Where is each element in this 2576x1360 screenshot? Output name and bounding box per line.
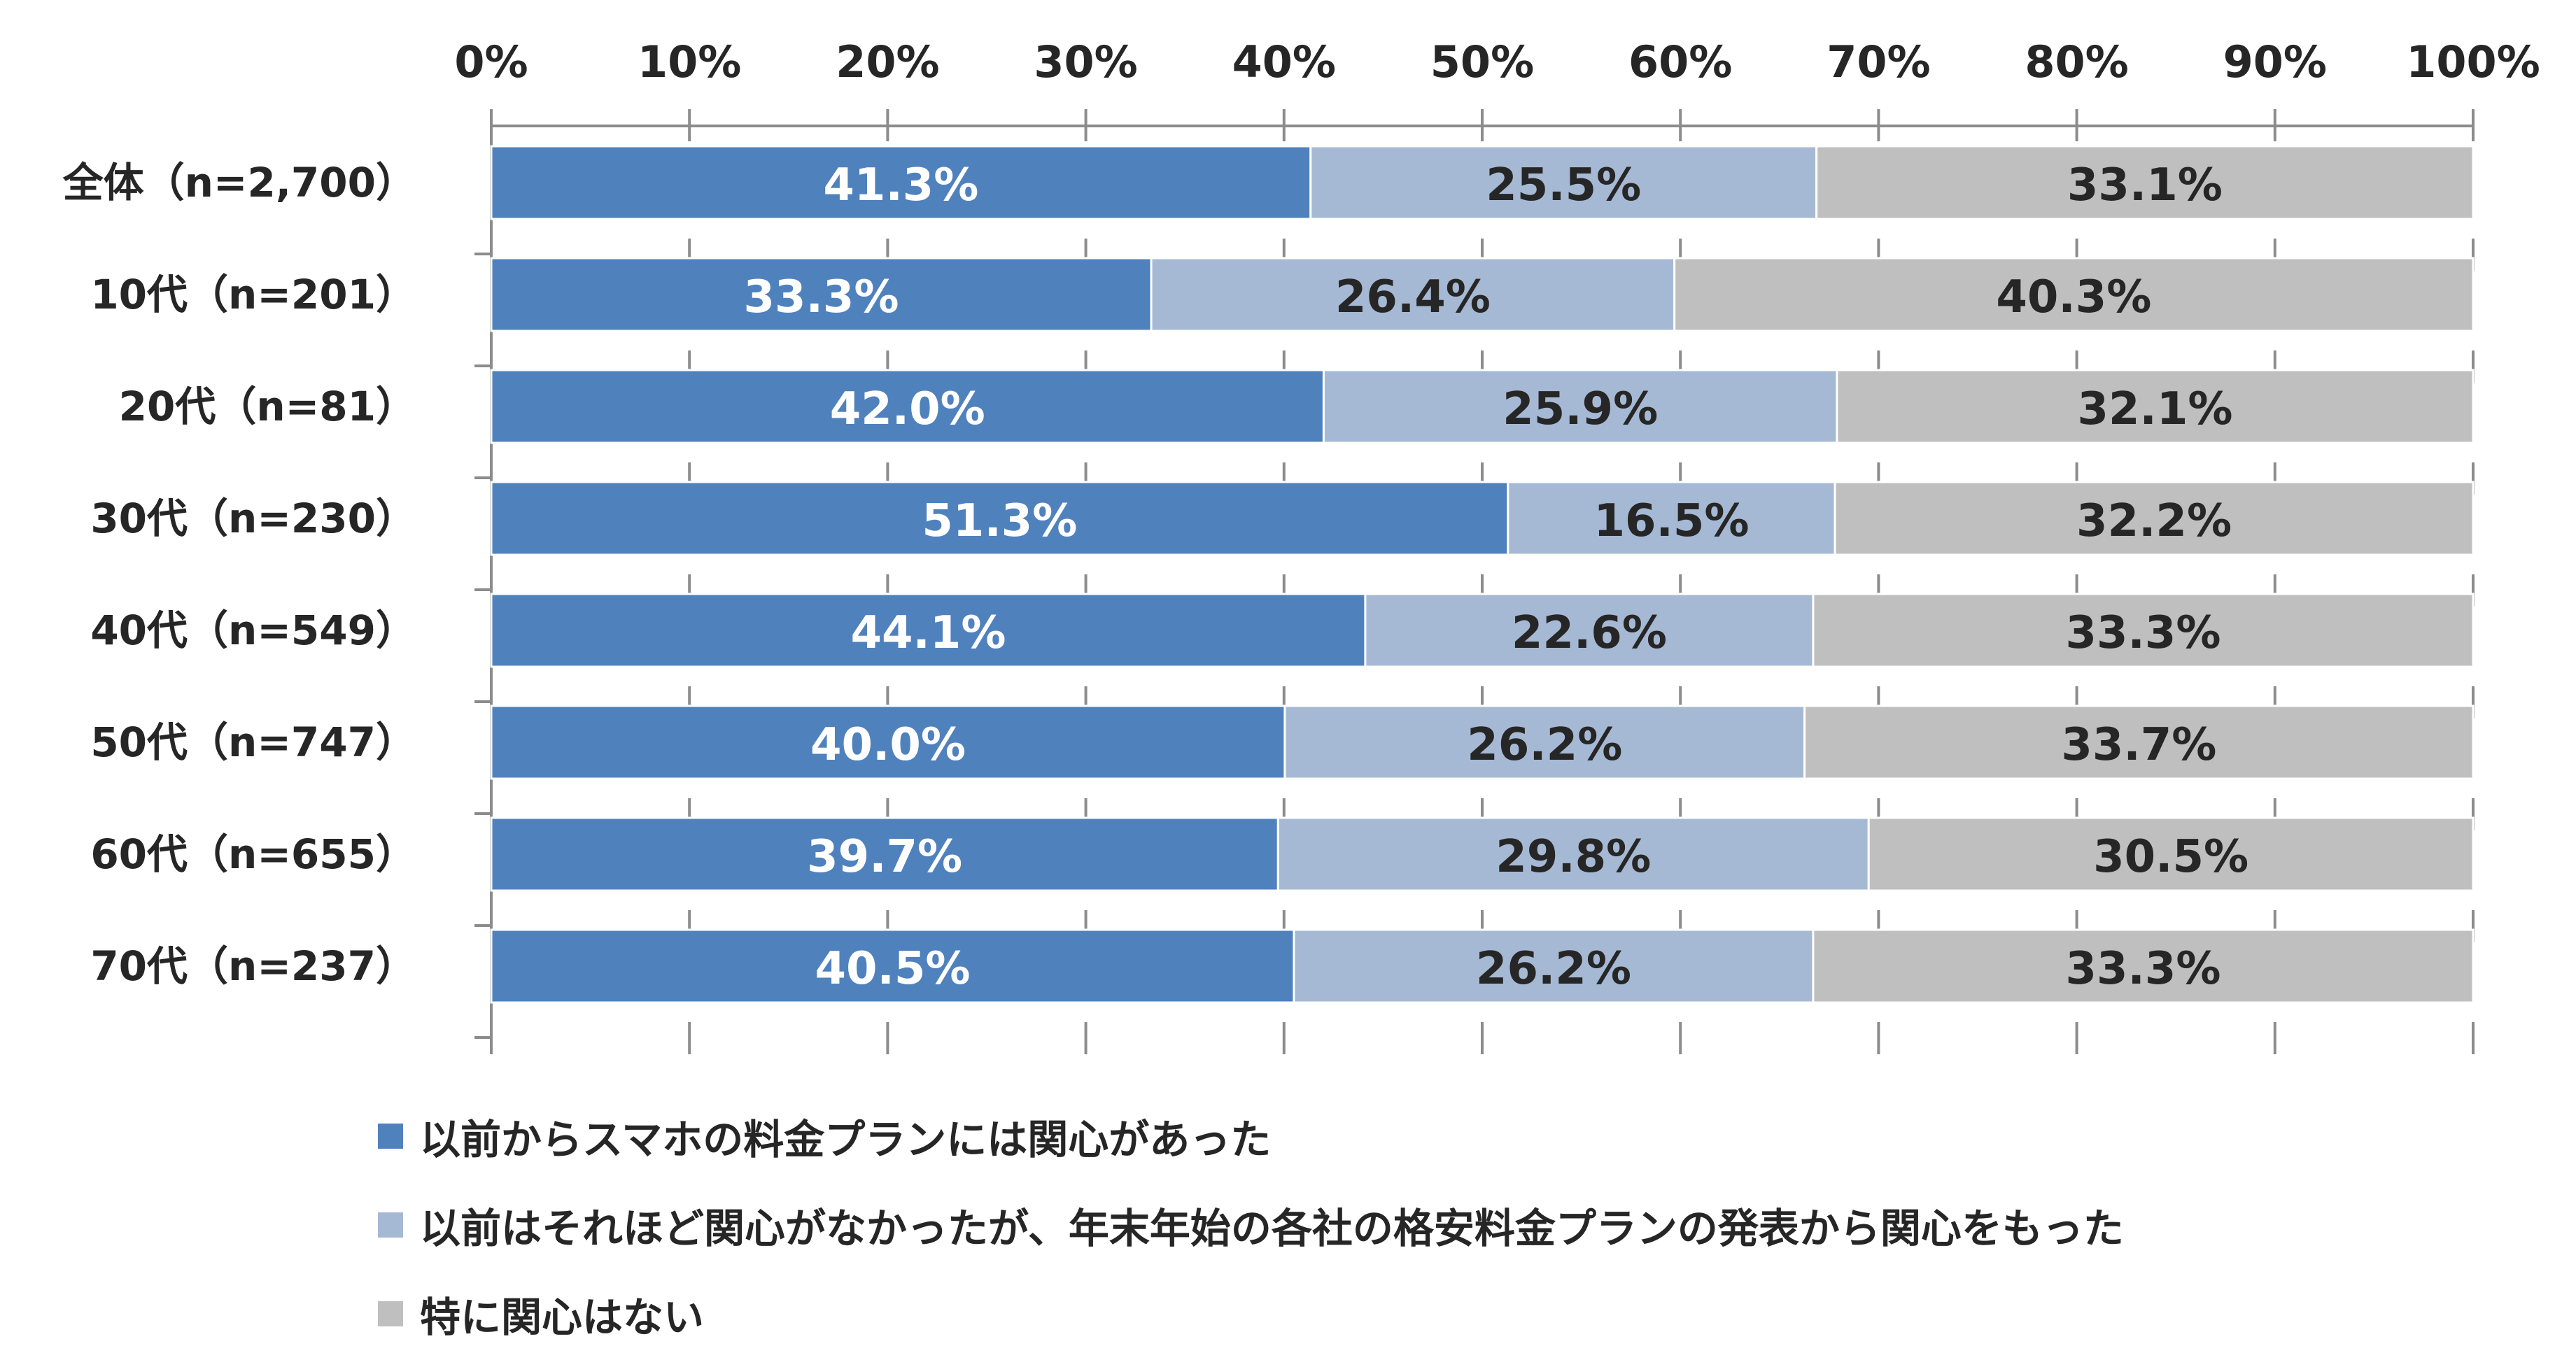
data-label: 39.7% xyxy=(807,831,962,883)
bar-segment xyxy=(490,928,1295,1004)
data-label: 40.0% xyxy=(810,719,966,771)
data-label: 51.3% xyxy=(922,495,1077,547)
legend-item: 以前からスマホの料金プランには関心があった xyxy=(378,1091,2124,1180)
x-tick-label: 50% xyxy=(1430,36,1534,87)
legend-label: 特に関心はない xyxy=(420,1293,705,1341)
bar-segment xyxy=(1812,928,2475,1004)
legend-swatch xyxy=(378,1212,403,1238)
bar-segment xyxy=(1836,369,2475,444)
bar-segment xyxy=(1150,257,1676,332)
data-label: 33.1% xyxy=(2067,160,2223,211)
category-label: 40代（n=549） xyxy=(90,607,416,654)
x-tick-label: 30% xyxy=(1034,36,1137,87)
category-label: 10代（n=201） xyxy=(90,271,416,318)
bar-segment xyxy=(1364,593,1815,668)
bar-segment xyxy=(1867,816,2475,892)
data-label: 40.5% xyxy=(815,943,970,995)
data-label: 26.4% xyxy=(1335,271,1491,323)
data-label: 32.1% xyxy=(2077,383,2232,435)
category-label: 全体（n=2,700） xyxy=(62,159,416,206)
bar-segment xyxy=(490,593,1367,668)
bar-segment xyxy=(1507,481,1836,556)
legend-swatch xyxy=(378,1123,403,1149)
data-label: 40.3% xyxy=(1996,271,2151,323)
legend-label: 以前はそれほど関心がなかったが、年末年始の各社の格安料金プランの発表から関心をも… xyxy=(420,1204,2124,1252)
category-label: 70代（n=237） xyxy=(90,942,416,990)
x-tick-label: 70% xyxy=(1827,36,1930,87)
category-label: 60代（n=655） xyxy=(90,830,416,878)
data-label: 16.5% xyxy=(1593,495,1749,547)
bar-segment xyxy=(1834,481,2475,556)
x-tick-label: 0% xyxy=(454,36,528,87)
bar-segment xyxy=(1322,369,1838,444)
data-label: 26.2% xyxy=(1476,943,1631,995)
bar-segment xyxy=(490,816,1279,892)
x-tick-label: 20% xyxy=(836,36,939,87)
data-label: 44.1% xyxy=(850,607,1006,659)
bar-segment xyxy=(1812,593,2475,668)
x-tick-label: 60% xyxy=(1628,36,1732,87)
bar-segment xyxy=(1309,145,1818,220)
bar-segment xyxy=(1803,704,2475,780)
bar-segment xyxy=(1815,145,2475,220)
data-label: 33.3% xyxy=(2065,607,2220,659)
x-tick-label: 80% xyxy=(2025,36,2128,87)
bar-segment xyxy=(490,369,1325,444)
legend: 以前からスマホの料金プランには関心があった 以前はそれほど関心がなかったが、年末… xyxy=(378,1091,2124,1358)
category-label: 30代（n=230） xyxy=(90,495,416,542)
data-label: 33.3% xyxy=(2065,943,2220,995)
x-tick-label: 40% xyxy=(1232,36,1336,87)
data-label: 33.3% xyxy=(744,271,899,323)
data-label: 32.2% xyxy=(2076,495,2232,547)
data-label: 33.7% xyxy=(2061,719,2216,771)
legend-label: 以前からスマホの料金プランには関心があった xyxy=(420,1115,1272,1163)
data-label: 22.6% xyxy=(1512,607,1667,659)
data-label: 42.0% xyxy=(830,383,985,435)
x-tick-label: 10% xyxy=(638,36,741,87)
bar-segment xyxy=(1293,928,1815,1004)
bar-segment xyxy=(1673,257,2475,332)
category-label: 20代（n=81） xyxy=(119,383,416,430)
legend-swatch xyxy=(378,1301,403,1326)
data-label: 41.3% xyxy=(823,160,978,211)
x-tick-label: 100% xyxy=(2406,36,2540,87)
legend-item: 特に関心はない xyxy=(378,1269,2124,1358)
bar-segment xyxy=(490,257,1153,332)
category-label: 50代（n=747） xyxy=(90,718,416,766)
x-tick-label: 90% xyxy=(2223,36,2327,87)
bar-segment xyxy=(1276,816,1870,892)
data-label: 26.2% xyxy=(1467,719,1622,771)
data-label: 30.5% xyxy=(2093,831,2248,883)
data-label: 29.8% xyxy=(1495,831,1651,883)
legend-item: 以前はそれほど関心がなかったが、年末年始の各社の格安料金プランの発表から関心をも… xyxy=(378,1180,2124,1269)
data-label: 25.5% xyxy=(1486,160,1641,211)
data-label: 25.9% xyxy=(1502,383,1658,435)
